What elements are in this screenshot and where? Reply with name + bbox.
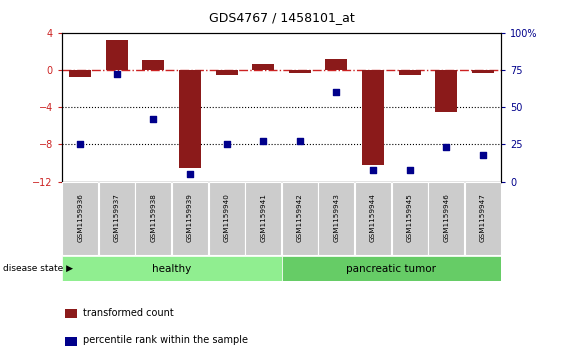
Text: disease state ▶: disease state ▶ <box>3 264 73 273</box>
Text: GSM1159937: GSM1159937 <box>114 193 120 242</box>
Bar <box>319 182 354 255</box>
Text: GDS4767 / 1458101_at: GDS4767 / 1458101_at <box>209 11 354 24</box>
Bar <box>282 256 501 281</box>
Point <box>222 142 231 147</box>
Text: GSM1159938: GSM1159938 <box>150 193 157 242</box>
Bar <box>136 182 171 255</box>
Bar <box>252 64 274 70</box>
Bar <box>216 70 238 74</box>
Point <box>442 144 451 150</box>
Bar <box>65 337 77 346</box>
Point <box>112 72 122 77</box>
Text: GSM1159942: GSM1159942 <box>297 193 303 242</box>
Bar <box>472 70 494 73</box>
Bar <box>172 182 208 255</box>
Point <box>75 142 84 147</box>
Text: transformed count: transformed count <box>83 307 174 318</box>
Text: pancreatic tumor: pancreatic tumor <box>346 264 436 274</box>
Point <box>332 89 341 95</box>
Bar <box>142 60 164 70</box>
Bar <box>289 70 311 73</box>
Bar <box>465 182 501 255</box>
Point <box>296 138 305 144</box>
Text: GSM1159939: GSM1159939 <box>187 193 193 242</box>
Point <box>258 138 268 144</box>
Text: percentile rank within the sample: percentile rank within the sample <box>83 335 248 346</box>
Bar <box>65 309 77 318</box>
Point <box>149 116 158 122</box>
Point <box>185 171 195 177</box>
Point <box>368 167 377 172</box>
Text: GSM1159936: GSM1159936 <box>77 193 83 242</box>
Bar <box>435 70 457 112</box>
Text: GSM1159940: GSM1159940 <box>224 193 230 242</box>
Text: GSM1159941: GSM1159941 <box>260 193 266 242</box>
Bar <box>399 70 421 74</box>
Text: healthy: healthy <box>152 264 191 274</box>
Bar <box>69 70 91 77</box>
Text: GSM1159944: GSM1159944 <box>370 193 376 242</box>
Text: GSM1159945: GSM1159945 <box>406 193 413 242</box>
Point <box>478 152 487 158</box>
Bar <box>209 182 244 255</box>
Bar <box>362 70 384 165</box>
Bar <box>62 182 98 255</box>
Bar <box>99 182 135 255</box>
Bar <box>325 59 347 70</box>
Text: GSM1159943: GSM1159943 <box>333 193 339 242</box>
Bar <box>106 40 128 70</box>
Bar <box>428 182 464 255</box>
Bar <box>282 182 318 255</box>
Bar <box>355 182 391 255</box>
Bar <box>62 256 282 281</box>
Bar <box>245 182 281 255</box>
Text: GSM1159946: GSM1159946 <box>443 193 449 242</box>
Point <box>405 167 414 172</box>
Bar <box>392 182 427 255</box>
Bar <box>179 70 201 168</box>
Text: GSM1159947: GSM1159947 <box>480 193 486 242</box>
